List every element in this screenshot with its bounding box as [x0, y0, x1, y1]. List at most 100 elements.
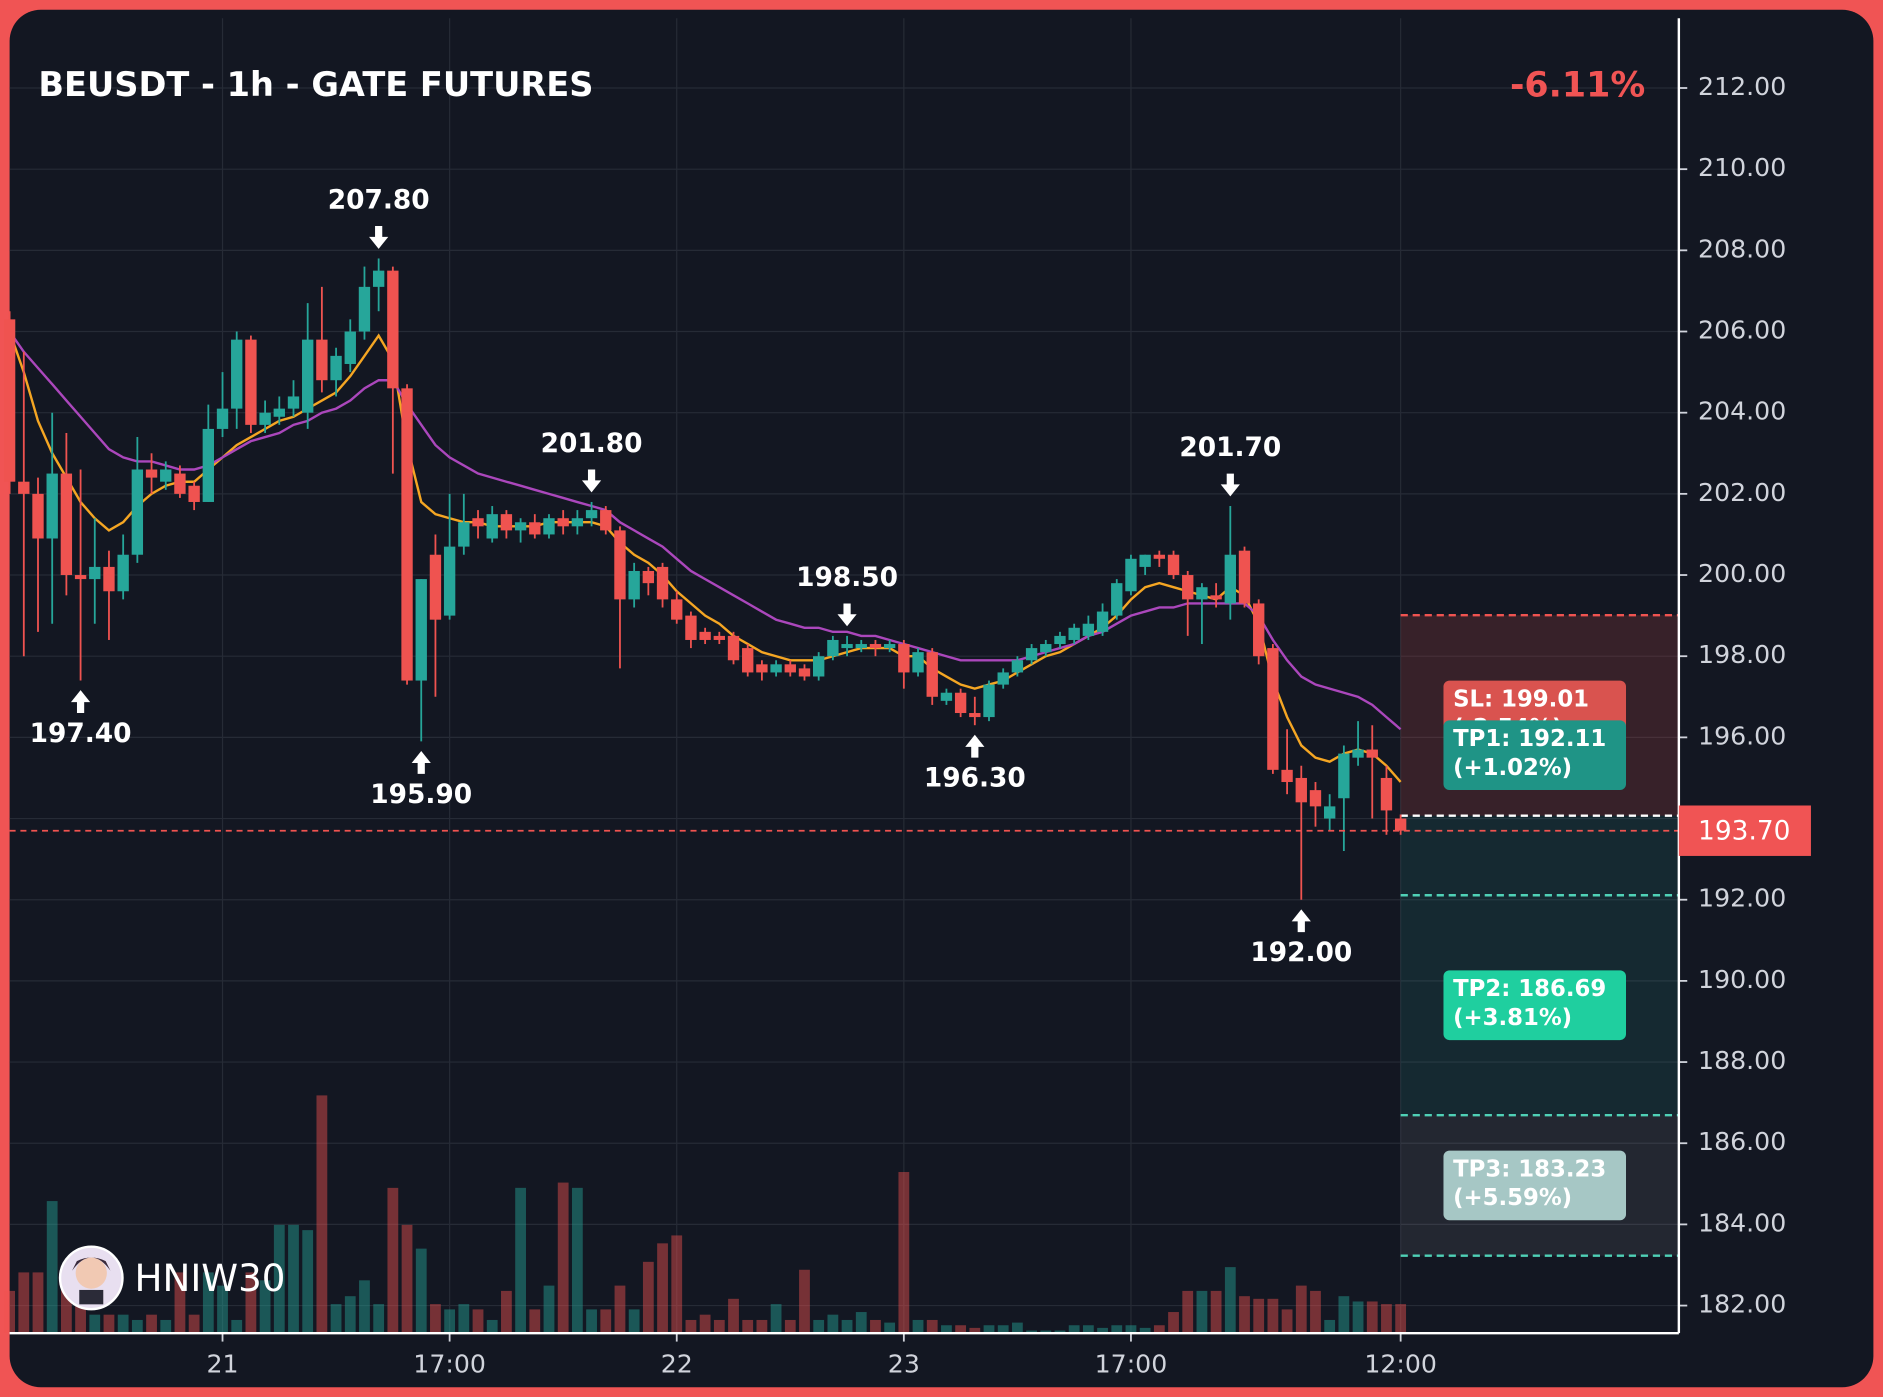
volume-bar [699, 1314, 711, 1334]
volume-bar [486, 1319, 498, 1334]
candle-body [571, 518, 584, 527]
volume-bar [642, 1261, 654, 1334]
candle-body [1366, 749, 1378, 758]
candle-body [827, 639, 839, 657]
level-percent: (+5.59%) [1453, 1185, 1572, 1211]
candle-body [713, 635, 725, 640]
candle-body [358, 286, 371, 332]
volume-bar [671, 1235, 683, 1334]
candle-body [287, 396, 300, 409]
candle-body [954, 692, 967, 714]
candle-body [912, 652, 924, 673]
candle-body [1153, 554, 1166, 559]
volume-bar [1168, 1312, 1179, 1334]
y-tick-label: 182.00 [1698, 1290, 1786, 1319]
candle-body [1238, 550, 1251, 604]
volume-bar [841, 1319, 853, 1334]
candle-body [685, 615, 697, 640]
avatar-face [75, 1257, 107, 1289]
candle-body [216, 408, 229, 429]
volume-bar [373, 1304, 385, 1334]
volume-bar [571, 1187, 583, 1334]
candle-body [1210, 595, 1222, 600]
volume-bar [1111, 1325, 1123, 1334]
volume-bar [1097, 1327, 1108, 1334]
volume-bar [969, 1327, 981, 1334]
candle-body [543, 518, 555, 535]
y-tick-label: 208.00 [1698, 234, 1786, 263]
volume-bar [288, 1224, 299, 1334]
candle-body [231, 339, 243, 409]
volume-bar [955, 1325, 967, 1334]
volume-bar [415, 1248, 427, 1334]
avatar-hair [72, 1257, 111, 1271]
volume-bar [1054, 1330, 1066, 1334]
volume-bar [1366, 1301, 1378, 1334]
ma-line [8, 330, 1402, 731]
candle-body [784, 664, 796, 673]
volume-bar [1224, 1267, 1236, 1334]
tp-zone [1400, 815, 1679, 1116]
volume-bar [657, 1243, 668, 1334]
candle-body [1380, 777, 1393, 811]
x-tick-label: 21 [206, 1350, 238, 1379]
candle-body [997, 672, 1009, 685]
arrow-up [1291, 909, 1311, 933]
annotation-label: 207.80 [328, 184, 430, 215]
candle-body [529, 522, 541, 535]
candle-body [1309, 790, 1322, 807]
volume-bar [813, 1319, 825, 1334]
candle-body [46, 473, 58, 539]
volume-bar [628, 1309, 640, 1334]
candle-body [1182, 575, 1194, 600]
volume-bar [1012, 1322, 1023, 1334]
volume-bar [685, 1319, 697, 1334]
volume-bar [89, 1314, 101, 1334]
volume-bar [1182, 1290, 1194, 1334]
candle-body [32, 493, 44, 539]
arrow-up [70, 690, 91, 713]
candle-body [387, 270, 399, 389]
volume-bar [515, 1187, 526, 1334]
candle-body [415, 579, 427, 681]
volume-bar [1153, 1325, 1165, 1334]
volume-bar [1381, 1304, 1392, 1334]
volume-bar [1125, 1325, 1137, 1334]
volume-bar [1253, 1298, 1265, 1334]
level-label-box [1443, 970, 1627, 1041]
volume-bar [1210, 1290, 1222, 1334]
volume-bar [18, 1272, 30, 1334]
candle-body [1281, 769, 1293, 783]
volume-bar [1352, 1301, 1364, 1334]
candle-body [756, 664, 768, 673]
chart-title: BEUSDT - 1h - GATE FUTURES [38, 65, 593, 104]
x-tick-label: 12:00 [1364, 1350, 1437, 1379]
candle-body [699, 631, 711, 640]
candle-body [1125, 558, 1137, 592]
y-tick-label: 210.00 [1698, 153, 1786, 182]
level-label: TP3: 183.23 [1453, 1156, 1606, 1182]
volume-bar [344, 1296, 356, 1334]
volume-bar [501, 1290, 512, 1334]
candle-body [103, 566, 115, 592]
candle-body [585, 510, 598, 519]
candle-body [3, 319, 16, 482]
candle-body [514, 522, 527, 531]
x-tick-label: 23 [888, 1350, 920, 1379]
candle-body [330, 355, 342, 381]
candle-body [1025, 648, 1038, 661]
candle-body [1040, 644, 1052, 653]
arrow-up [411, 751, 431, 774]
candle-body [727, 635, 740, 661]
avatar-body [79, 1289, 104, 1305]
volume-bar [713, 1319, 725, 1334]
x-tick-label: 17:00 [1095, 1350, 1168, 1379]
volume-bar [387, 1187, 399, 1334]
volume-bar [1068, 1325, 1080, 1334]
volume-bar [472, 1309, 484, 1334]
volume-bar [160, 1319, 172, 1334]
candle-body [798, 668, 811, 677]
arrow-down [837, 603, 857, 627]
level-label-box [1443, 1150, 1627, 1221]
